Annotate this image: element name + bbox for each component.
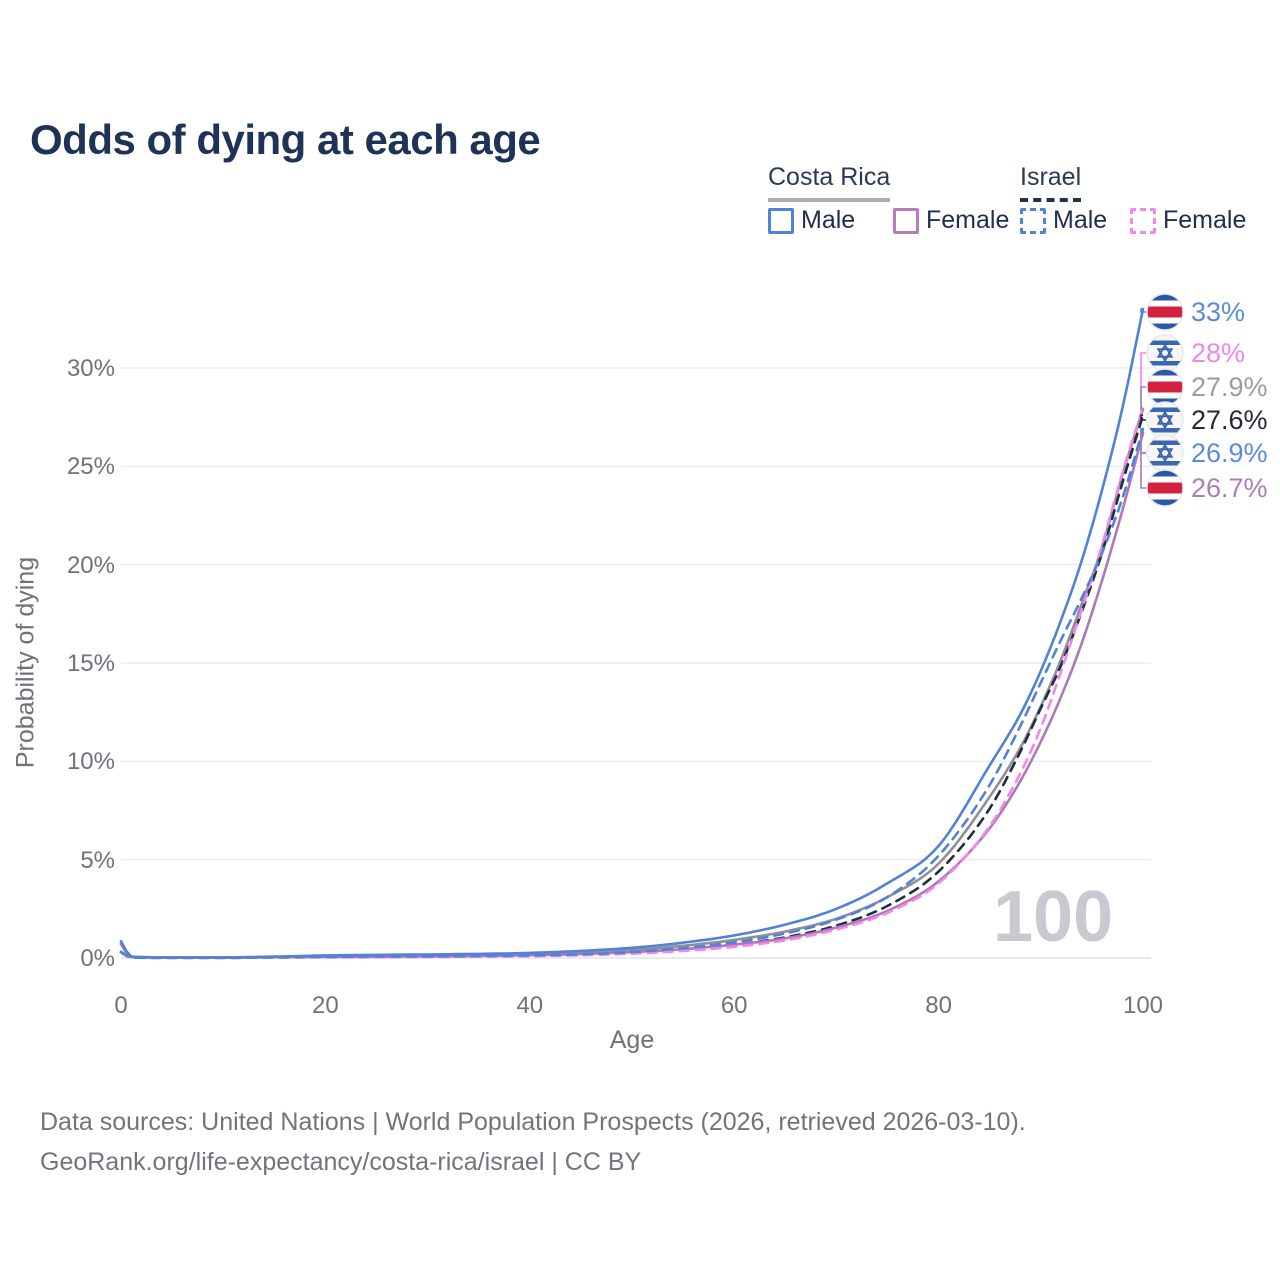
y-tick-label: 10% xyxy=(66,748,115,776)
end-label-leader-line xyxy=(1140,386,1146,411)
end-label-il_female: 28% xyxy=(1146,334,1245,372)
end-label-value: 33% xyxy=(1191,296,1246,327)
israel-flag-icon xyxy=(1146,334,1184,372)
series-line-il_both xyxy=(119,413,1145,960)
age-watermark: 100 xyxy=(993,877,1114,957)
end-label-il_male: 26.9% xyxy=(1146,434,1268,472)
end-label-leader-line xyxy=(1140,432,1146,489)
legend-item-costa-rica-male[interactable]: Male xyxy=(768,206,855,235)
series-line-cr_female xyxy=(119,431,1145,959)
legend-group-costa-rica: Costa Rica xyxy=(768,163,891,202)
israel-flag-icon xyxy=(1146,401,1184,439)
footer-attribution: GeoRank.org/life-expectancy/costa-rica/i… xyxy=(40,1148,642,1176)
x-tick-label: 60 xyxy=(720,992,748,1019)
y-tick-label: 0% xyxy=(80,945,115,972)
footer-data-sources: Data sources: United Nations | World Pop… xyxy=(40,1108,1026,1136)
dashed-line-swatch-icon xyxy=(1130,207,1156,234)
legend-item-israel-female[interactable]: Female xyxy=(1130,206,1246,235)
x-axis-title: Age xyxy=(609,1026,655,1054)
legend-item-label: Male xyxy=(801,206,856,234)
israel-flag-icon xyxy=(1146,434,1184,472)
legend-group-israel: Israel xyxy=(1020,163,1082,202)
x-tick-label: 80 xyxy=(925,992,952,1019)
legend-item-label: Male xyxy=(1053,206,1108,234)
x-tick-label: 100 xyxy=(1122,992,1164,1019)
x-tick-label: 0 xyxy=(114,992,128,1019)
end-label-value: 26.7% xyxy=(1191,472,1268,503)
y-tick-label: 20% xyxy=(66,551,115,579)
x-tick-label: 20 xyxy=(312,992,339,1019)
y-tick-label: 25% xyxy=(66,453,115,481)
costa-rica-flag-icon xyxy=(1146,469,1184,507)
page-title: Odds of dying at each age xyxy=(30,116,541,164)
end-label-value: 27.6% xyxy=(1191,404,1268,435)
y-axis-title: Probability of dying xyxy=(11,556,40,769)
end-label-cr_female: 26.7% xyxy=(1146,469,1268,507)
end-label-value: 26.9% xyxy=(1191,437,1268,468)
end-label-cr_male: 33% xyxy=(1146,293,1245,331)
end-label-leader-line xyxy=(1140,308,1146,313)
legend-item-israel-male[interactable]: Male xyxy=(1020,206,1107,235)
legend-item-label: Female xyxy=(1163,206,1247,234)
y-tick-label: 15% xyxy=(66,650,115,677)
costa-rica-flag-icon xyxy=(1146,293,1184,331)
y-tick-label: 30% xyxy=(66,355,115,382)
end-label-leader-line xyxy=(1140,414,1146,421)
series-line-il_male xyxy=(119,427,1145,960)
series-line-cr_male xyxy=(119,307,1145,959)
legend-item-label: Female xyxy=(926,206,1010,234)
legend-header-israel: Israel xyxy=(1020,163,1082,202)
series-line-cr_both xyxy=(119,408,1145,959)
legend-header-costa-rica: Costa Rica xyxy=(768,163,891,202)
end-label-leader-line xyxy=(1140,352,1146,409)
dashed-line-swatch-icon xyxy=(1020,207,1046,234)
end-label-value: 27.9% xyxy=(1191,371,1268,402)
solid-line-swatch-icon xyxy=(768,207,794,234)
end-label-il_both: 27.6% xyxy=(1146,401,1268,439)
legend-item-costa-rica-female[interactable]: Female xyxy=(893,206,1009,235)
y-tick-label: 5% xyxy=(80,846,115,874)
solid-line-swatch-icon xyxy=(893,207,919,234)
end-label-value: 28% xyxy=(1191,337,1246,368)
x-tick-label: 40 xyxy=(516,992,544,1019)
series-line-il_female xyxy=(119,406,1145,960)
